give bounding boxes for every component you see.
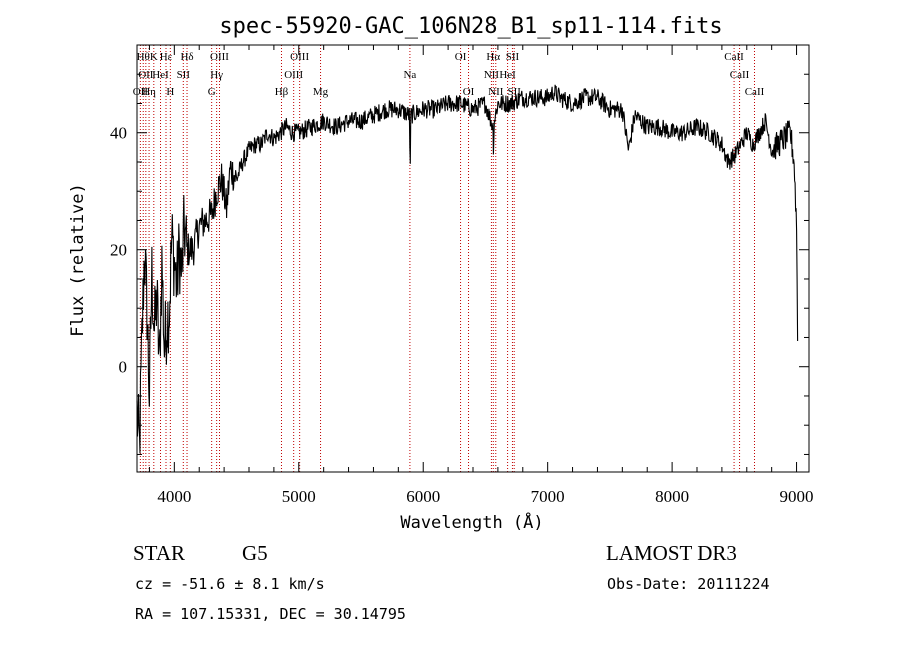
line-label-hε: Hε [160,51,173,63]
spectrum-line [136,84,799,454]
line-label-h: H [166,86,174,98]
redshift-readout: cz = -51.6 ± 8.1 km/s [135,575,325,593]
line-label-nii: NII [484,69,500,81]
line-label-hei: HeI [152,69,169,81]
line-label-sii: SII [177,69,191,81]
line-label-hα: Hα [486,51,500,63]
y-tick-label: 40 [110,124,127,143]
x-tick-label: 6000 [406,487,440,506]
x-tick-label: 4000 [157,487,191,506]
object-class: STAR [133,541,185,565]
line-label-hei: HeI [499,69,516,81]
line-label-k: K [150,51,158,63]
line-label-oii: OII [138,69,154,81]
object-subclass: G5 [242,541,268,565]
line-label-oi: OI [463,86,475,98]
line-label-na: Na [403,69,416,81]
line-label-hγ: Hγ [210,69,223,81]
line-label-caii: CaII [724,51,744,63]
survey-name: LAMOST DR3 [606,541,737,565]
coordinates-readout: RA = 107.15331, DEC = 30.14795 [135,605,406,623]
x-tick-label: 9000 [780,487,814,506]
spectral-line-labels: OIIHθOIIHηKHeIHεHSIIHδGHγOIIIHβOIIIOIIIM… [133,51,765,98]
line-label-hθ: Hθ [137,51,150,63]
line-label-nii: NII [488,86,504,98]
line-label-mg: Mg [313,86,329,98]
line-label-oiii: OIII [210,51,229,63]
y-axis-ticks: 0 20 40 [110,44,809,455]
x-tick-label: 7000 [531,487,565,506]
line-label-hδ: Hδ [180,51,193,63]
line-label-g: G [208,86,216,98]
line-label-oi: OI [455,51,467,63]
y-axis-label: Flux (relative) [68,183,88,337]
spectral-line-markers [139,45,755,472]
line-label-sii: SII [506,51,520,63]
x-axis-ticks: 4000 5000 6000 7000 8000 9000 [148,45,814,506]
x-tick-label: 5000 [282,487,316,506]
line-label-caii: CaII [745,86,765,98]
chart-title: spec-55920-GAC_106N28_B1_sp11-114.fits [219,14,722,39]
line-label-oiii: OIII [290,51,309,63]
x-tick-label: 8000 [655,487,689,506]
y-tick-label: 20 [110,241,127,260]
line-label-hη: Hη [142,86,156,98]
line-label-hβ: Hβ [275,86,289,98]
obs-date: Obs-Date: 20111224 [607,575,770,593]
x-axis-label: Wavelength (Å) [400,511,543,533]
y-tick-label: 0 [119,358,128,377]
line-label-oiii: OIII [284,69,303,81]
line-label-caii: CaII [730,69,750,81]
